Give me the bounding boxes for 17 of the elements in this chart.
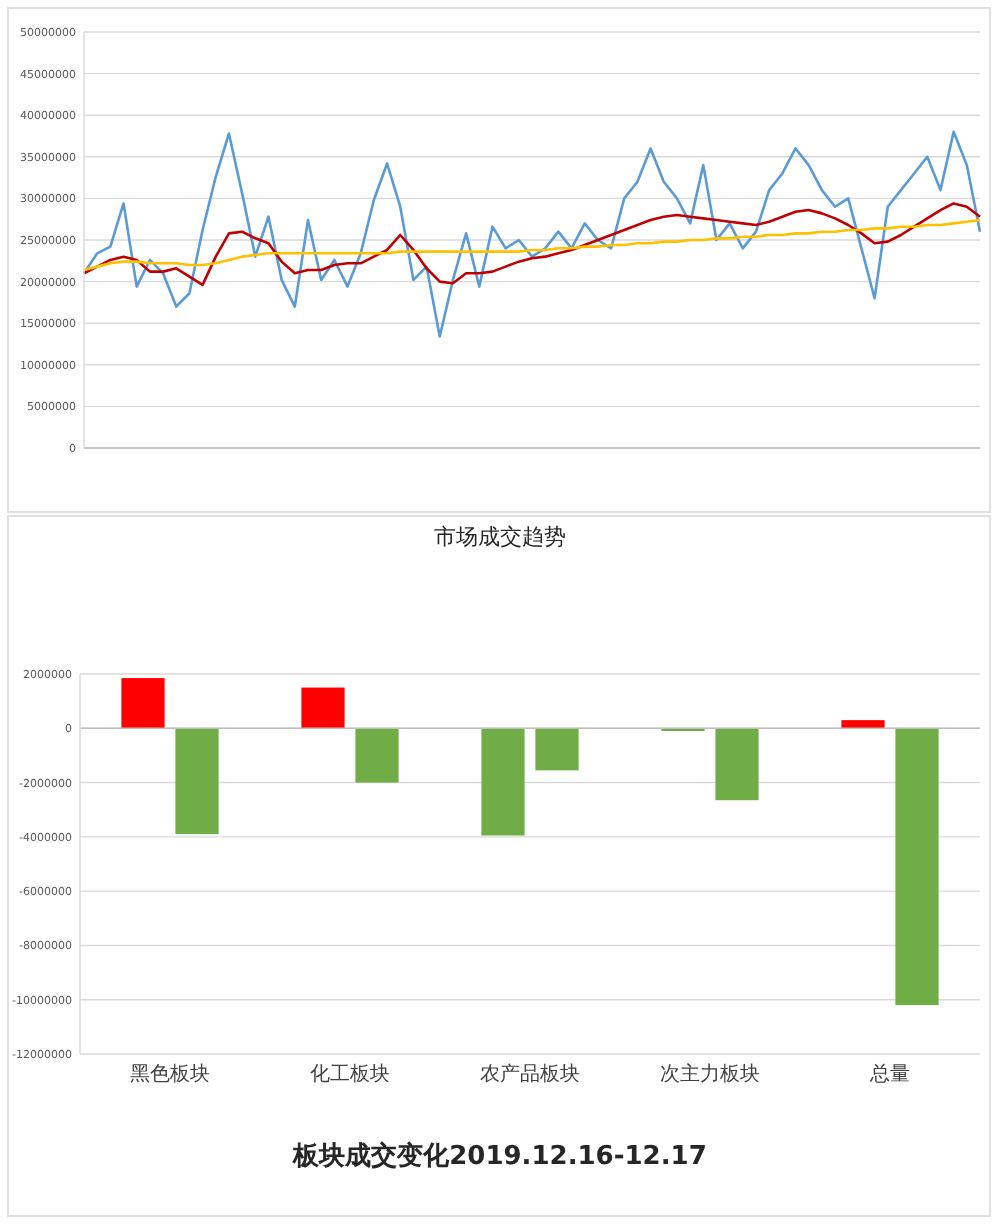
bar xyxy=(355,728,399,783)
bar xyxy=(121,678,165,729)
line-series xyxy=(82,130,982,338)
x-tick-label: 化工板块 xyxy=(310,1062,390,1086)
bar xyxy=(535,728,579,771)
x-tick-label: 农产品板块 xyxy=(480,1062,580,1086)
text: 板块成交变化2019.12.16-12.17 xyxy=(291,1140,707,1172)
bar xyxy=(895,728,939,1006)
bar xyxy=(301,687,345,729)
bar xyxy=(715,728,759,801)
x-tick-label: 次主力板块 xyxy=(660,1062,760,1086)
text: 市场成交趋势 xyxy=(434,524,566,550)
line-series xyxy=(82,218,982,272)
x-tick-label: 总量 xyxy=(868,1062,910,1086)
bar xyxy=(175,728,219,835)
line-series xyxy=(82,202,982,287)
x-tick-label: 黑色板块 xyxy=(130,1062,210,1086)
